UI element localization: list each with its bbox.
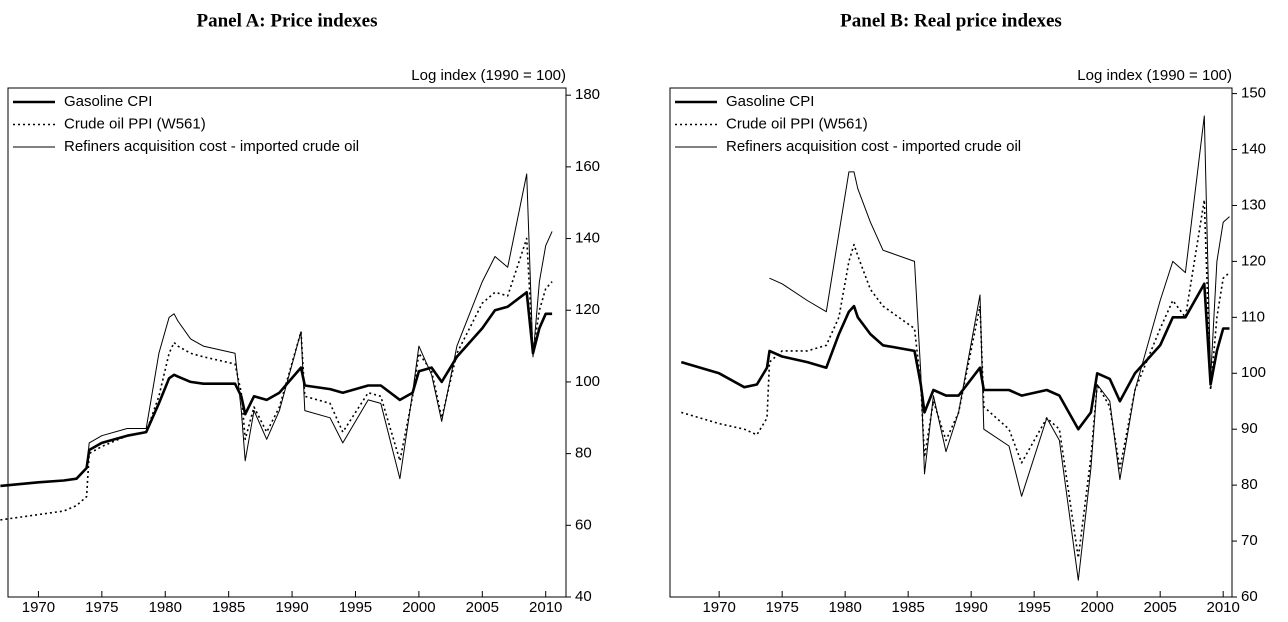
legend-label: Refiners acquisition cost - imported cru…: [726, 138, 1021, 155]
y-tick-label: 70: [1241, 532, 1258, 549]
x-tick-label: 2010: [529, 599, 562, 616]
chart-title: Panel A: Price indexes: [197, 10, 378, 31]
x-tick-label: 2000: [1080, 599, 1113, 616]
x-tick-label: 1980: [149, 599, 182, 616]
x-tick-label: 1975: [85, 599, 118, 616]
y-axis-label: Log index (1990 = 100): [1077, 67, 1232, 84]
y-tick-label: 80: [575, 445, 592, 462]
y-tick-label: 100: [1241, 364, 1266, 381]
series-line: [86, 173, 553, 480]
legend-label: Crude oil PPI (W561): [726, 115, 868, 132]
x-tick-label: 1990: [954, 599, 987, 616]
y-axis-label: Log index (1990 = 100): [411, 67, 566, 84]
y-tick-label: 90: [1241, 420, 1258, 437]
series-line: [680, 282, 1230, 431]
x-tick-label: 1990: [275, 599, 308, 616]
x-tick-label: 1985: [212, 599, 245, 616]
legend-label: Gasoline CPI: [726, 93, 814, 110]
x-tick-label: 1975: [765, 599, 798, 616]
series-line: [0, 237, 553, 521]
y-tick-label: 180: [575, 86, 600, 103]
y-tick-label: 40: [575, 588, 592, 605]
x-tick-label: 2005: [1143, 599, 1176, 616]
y-tick-label: 80: [1241, 476, 1258, 493]
x-tick-label: 1970: [702, 599, 735, 616]
x-tick-label: 1970: [22, 599, 55, 616]
x-tick-label: 1995: [339, 599, 372, 616]
y-tick-label: 150: [1241, 85, 1266, 102]
y-tick-label: 60: [1241, 588, 1258, 605]
x-tick-label: 1995: [1017, 599, 1050, 616]
y-tick-label: 120: [1241, 252, 1266, 269]
legend-label: Gasoline CPI: [64, 93, 152, 110]
y-tick-label: 60: [575, 516, 592, 533]
plot-frame: [7, 87, 567, 598]
x-tick-label: 1980: [828, 599, 861, 616]
y-tick-label: 130: [1241, 196, 1266, 213]
legend-label: Refiners acquisition cost - imported cru…: [64, 138, 359, 155]
x-tick-label: 2005: [466, 599, 499, 616]
chart-title: Panel B: Real price indexes: [840, 10, 1062, 31]
series-line: [769, 115, 1230, 581]
x-tick-label: 1985: [891, 599, 924, 616]
series-line: [681, 199, 1231, 559]
y-tick-label: 110: [1241, 308, 1265, 325]
y-tick-label: 100: [575, 373, 600, 390]
x-tick-label: 2000: [402, 599, 435, 616]
legend-label: Crude oil PPI (W561): [64, 115, 206, 132]
y-tick-label: 160: [575, 158, 600, 175]
series-line: [0, 291, 553, 488]
x-tick-label: 2010: [1206, 599, 1239, 616]
y-tick-label: 120: [575, 301, 600, 318]
y-tick-label: 140: [1241, 140, 1266, 157]
plot-frame: [669, 87, 1233, 598]
y-tick-label: 140: [575, 230, 600, 247]
